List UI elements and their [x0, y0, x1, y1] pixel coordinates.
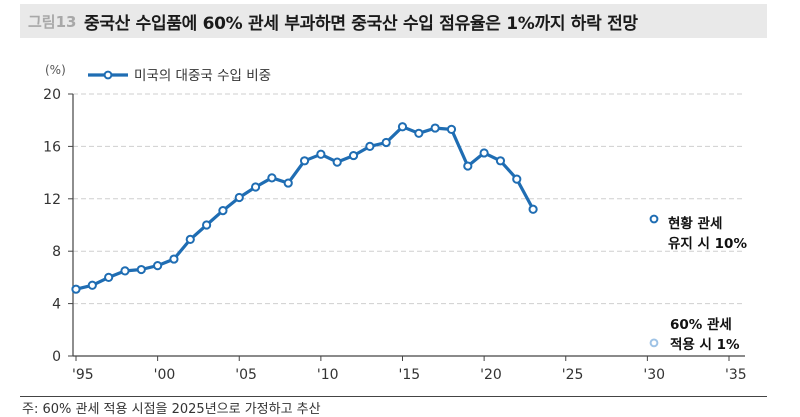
x-tick-label: '25: [562, 367, 584, 383]
data-point: [446, 124, 457, 134]
data-point: [299, 156, 310, 166]
annotation-current-tariff: 현황 관세 유지 시 10%: [668, 214, 747, 254]
footnote: 주: 60% 관세 적용 시점을 2025년으로 가정하고 추산: [22, 402, 321, 417]
data-point: [397, 122, 408, 132]
annotation-current-line1: 현황 관세: [668, 216, 723, 232]
data-point: [495, 156, 506, 166]
y-tick-label: 20: [43, 87, 61, 103]
annotation-60pct-tariff: 60% 관세 적용 시 1%: [670, 315, 740, 355]
data-point: [528, 204, 538, 214]
data-point: [87, 280, 97, 290]
data-point: [414, 128, 424, 138]
y-tick-label: 0: [52, 349, 61, 365]
x-tick-label: '10: [317, 367, 339, 383]
y-tick-label: 16: [43, 139, 61, 155]
x-tick-label: '00: [154, 367, 176, 383]
data-point: [512, 174, 522, 184]
data-point: [185, 234, 195, 245]
data-point: [120, 266, 130, 276]
data-point: [479, 148, 489, 158]
annotation-marker-current: [649, 214, 659, 224]
data-point: [348, 150, 359, 161]
annotation-60pct-line1: 60% 관세: [670, 317, 732, 333]
legend-marker: [103, 70, 113, 80]
y-tick-label: 4: [52, 297, 61, 313]
figure-label: 그림13: [28, 13, 77, 31]
annotation-current-line2: 유지 시 10%: [668, 236, 747, 252]
data-point: [250, 182, 261, 192]
data-point: [218, 205, 228, 216]
data-point: [267, 173, 277, 183]
x-tick-label: '95: [72, 367, 94, 383]
data-point: [381, 137, 391, 148]
data-point: [234, 192, 244, 203]
y-axis-unit: (%): [45, 63, 66, 77]
data-point: [430, 123, 440, 133]
data-point: [71, 284, 81, 294]
data-point: [332, 157, 342, 167]
annotation-marker-60pct: [649, 338, 659, 348]
x-tick-label: '35: [725, 367, 747, 383]
x-tick-label: '15: [399, 367, 421, 383]
data-point: [463, 161, 473, 171]
title-bar: [20, 4, 767, 38]
y-tick-label: 12: [43, 192, 61, 208]
data-point: [365, 141, 375, 151]
data-point: [283, 178, 293, 188]
data-point: [202, 220, 212, 230]
data-point: [136, 264, 146, 275]
data-point: [104, 272, 114, 282]
x-tick-label: '30: [643, 367, 665, 383]
data-point: [316, 149, 326, 159]
chart-title: 중국산 수입품에 60% 관세 부과하면 중국산 수입 점유율은 1%까지 하락…: [84, 14, 638, 34]
annotation-60pct-line2: 적용 시 1%: [670, 337, 740, 353]
footer-divider: [20, 396, 767, 397]
legend-label: 미국의 대중국 수입 비중: [134, 68, 271, 84]
x-tick-label: '05: [235, 367, 257, 383]
x-tick-label: '20: [480, 367, 502, 383]
data-point: [169, 254, 179, 264]
y-tick-label: 8: [52, 244, 61, 260]
data-point: [153, 261, 163, 271]
